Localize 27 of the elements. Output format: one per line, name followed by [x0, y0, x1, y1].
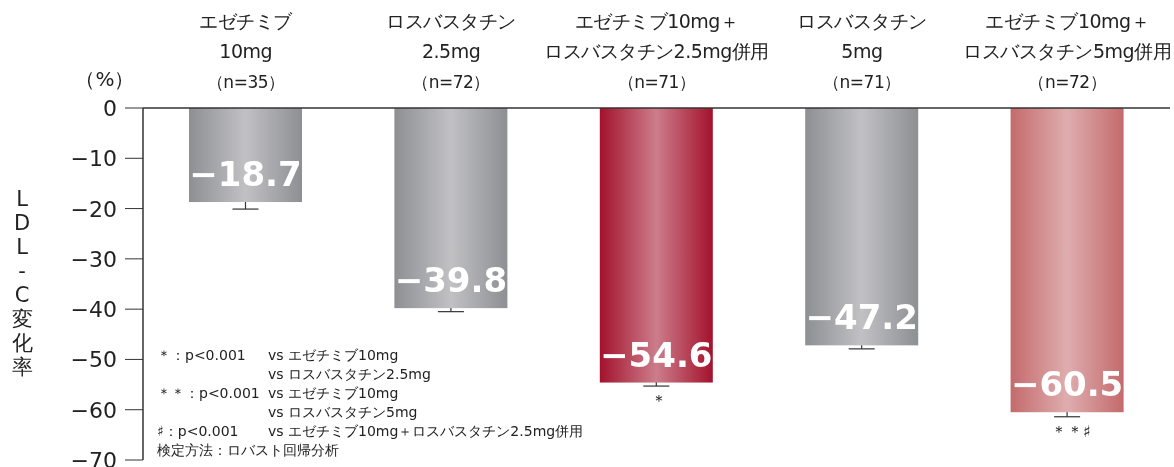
annotation: 検定方法：ロバスト回帰分析 — [157, 442, 339, 458]
data-label: −18.7 — [189, 154, 302, 195]
x-tick-label: ロスバスタチン 2.5mg （n=72） — [386, 10, 516, 92]
text: ＊：p<0.001 vs エゼチミブ10mg — [157, 347, 399, 363]
y-tick-label: −30 — [70, 246, 117, 272]
y-tick-label: −40 — [70, 297, 117, 323]
text: ♯：p<0.001 vs エゼチミブ10mg＋ロスバスタチン2.5mg併用 — [157, 423, 584, 439]
annotation: ＊＊♯ — [1051, 421, 1091, 441]
annotation: vs ロスバスタチン5mg — [268, 404, 418, 420]
y-tick-label: −60 — [70, 397, 117, 423]
x-tick-label: エゼチミブ 10mg （n=35） — [199, 10, 294, 92]
y-axis-title: LDL-C変化率 — [11, 187, 33, 379]
data-label: −39.8 — [394, 260, 508, 301]
data-label: −60.5 — [1010, 364, 1124, 405]
x-tick-label: エゼチミブ10mg＋ロスバスタチン2.5mg併用（n=71） — [544, 10, 769, 92]
y-tick-label: −50 — [70, 347, 117, 373]
data-label: −47.2 — [805, 297, 918, 338]
y-tick-label: −10 — [70, 146, 117, 172]
text: （%） — [75, 67, 135, 91]
x-tick-label: エゼチミブ10mg＋ロスバスタチン5mg併用（n=72） — [963, 10, 1172, 92]
annotation: vs ロスバスタチン2.5mg — [268, 366, 431, 382]
data-label: −54.6 — [600, 334, 713, 375]
y-tick-label: 0 — [103, 96, 117, 121]
annotation: ＊ — [650, 391, 667, 411]
annotation: ＊＊：p<0.001 vs エゼチミブ10mg — [157, 385, 399, 401]
x-tick-label: ロスバスタチン 5mg （n=71） — [797, 10, 927, 92]
y-tick-label: −20 — [70, 196, 117, 222]
